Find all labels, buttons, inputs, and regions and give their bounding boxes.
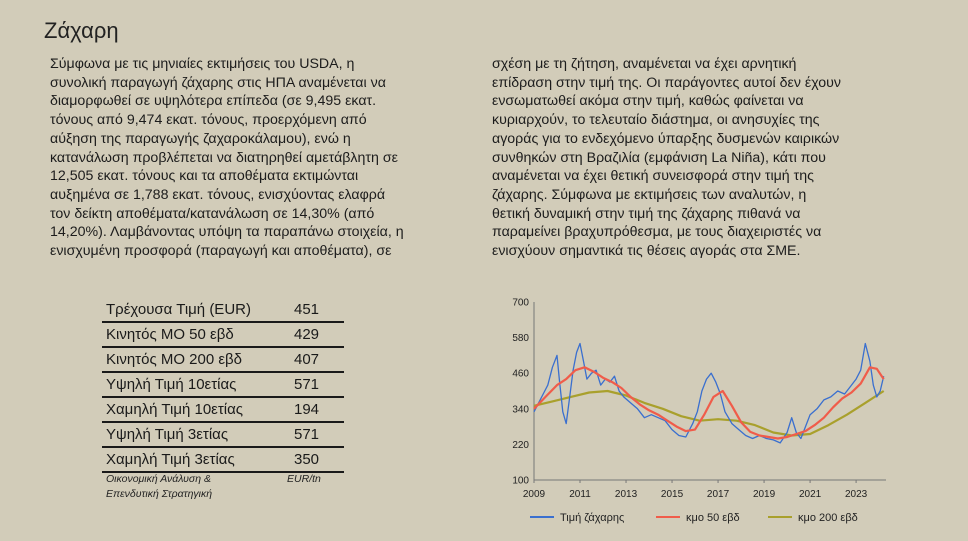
stats-row: Υψηλή Τιμή 3ετίας 571: [102, 422, 344, 448]
series-line: [533, 342, 885, 444]
y-tick-label: 100: [512, 476, 529, 487]
text-column-right: σχέση με τη ζήτηση, αναμένεται να έχει α…: [492, 55, 912, 261]
stats-row: Κινητός ΜΟ 50 εβδ 429: [102, 322, 344, 348]
legend-swatch: [530, 516, 554, 519]
legend-label: Τιμή ζάχαρης: [560, 512, 625, 524]
paragraph-line: τόνους από 9,474 εκατ. τόνους, προερχόμε…: [50, 112, 367, 129]
y-tick-label: 460: [512, 369, 529, 380]
y-tick-label: 580: [512, 333, 529, 344]
x-tick-label: 2023: [845, 489, 868, 500]
paragraph-line: ενισχύουν σημαντικά τις θέσεις αγοράς στ…: [492, 243, 801, 260]
x-tick-label: 2019: [753, 489, 776, 500]
stats-value: 429: [288, 322, 344, 348]
paragraph-line: ενισχυμένη προσφορά (παραγωγή και αποθέμ…: [50, 243, 392, 260]
x-tick-label: 2017: [707, 489, 730, 500]
x-tick-label: 2011: [569, 489, 591, 500]
stats-label: Κινητός ΜΟ 50 εβδ: [102, 322, 288, 348]
paragraph-line: σχέση με τη ζήτηση, αναμένεται να έχει α…: [492, 56, 797, 72]
legend-item: Τιμή ζάχαρης: [530, 512, 624, 524]
paragraph-line: αύξηση της παραγωγής ζαχαροκάλαμου), ενώ…: [50, 130, 351, 147]
stats-row: Κινητός ΜΟ 200 εβδ 407: [102, 347, 344, 373]
legend-label: κμο 50 εβδ: [686, 512, 740, 524]
series-line: [533, 389, 885, 437]
paragraph-line: τον δείκτη αποθέματα/κατανάλωση σε 14,30…: [50, 205, 375, 222]
paragraph-line: 12,505 εκατ. τόνους και τα αποθέματα εκτ…: [50, 168, 359, 185]
paragraph-line: παραμείνει βραχυπρόθεσμα, με τους διαχει…: [492, 224, 822, 241]
stats-label: Τρέχουσα Τιμή (EUR): [102, 298, 288, 323]
stats-row: Χαμηλή Τιμή 10ετίας 194: [102, 397, 344, 423]
unit-note: EUR/tn: [287, 473, 321, 485]
stats-value: 194: [288, 397, 344, 423]
source-note-line: Επενδυτική Στρατηγική: [106, 488, 213, 500]
legend-label: κμο 200 εβδ: [798, 512, 858, 524]
stats-label: Κινητός ΜΟ 200 εβδ: [102, 347, 288, 373]
paragraph-line: κατανάλωση προβλέπεται να διατηρηθεί αμε…: [50, 149, 398, 166]
paragraph-line: συνθηκών στη Βραζιλία (εμφάνιση La Niña)…: [492, 149, 826, 166]
y-tick-label: 220: [512, 440, 529, 451]
page-title: Ζάχαρη: [44, 18, 119, 43]
legend-item: κμο 200 εβδ: [768, 512, 858, 524]
stats-label: Υψηλή Τιμή 10ετίας: [102, 372, 288, 398]
y-tick-label: 700: [512, 298, 529, 309]
stats-row: Υψηλή Τιμή 10ετίας 571: [102, 372, 344, 398]
paragraph-line: Σύμφωνα με τις μηνιαίες εκτιμήσεις του U…: [50, 56, 355, 72]
paragraph-line: ζάχαρης. Σύμφωνα με εκτιμήσεις των αναλυ…: [492, 186, 807, 203]
series-line: [533, 366, 885, 440]
x-tick-label: 2013: [615, 489, 638, 500]
paragraph-line: θετική δυναμική στην τιμή της ζάχαρης πι…: [492, 205, 801, 222]
stats-label: Χαμηλή Τιμή 3ετίας: [102, 447, 288, 473]
stats-row: Χαμηλή Τιμή 3ετίας 350: [102, 447, 344, 473]
x-tick-label: 2009: [523, 489, 546, 500]
paragraph-line: αυξημένα σε 1,788 εκατ. τόνους, ενισχύον…: [50, 186, 386, 203]
paragraph-line: αγοράς για το ενδεχόμενο ύπαρξης δυσμενώ…: [492, 130, 840, 147]
paragraph-line: κυριαρχούν, το τελευταίο διάστημα, οι αν…: [492, 112, 820, 129]
legend-item: κμο 50 εβδ: [656, 512, 740, 524]
text-column-left: Σύμφωνα με τις μηνιαίες εκτιμήσεις του U…: [50, 55, 470, 261]
stats-value: 571: [288, 422, 344, 448]
paragraph-line: διαμορφωθεί σε υψηλότερα επίπεδα (σε 9,4…: [50, 93, 377, 110]
stats-value: 451: [288, 298, 344, 323]
paragraph-line: 14,20%). Λαμβάνοντας υπόψη τα παραπάνω σ…: [50, 224, 404, 241]
price-chart: 100 220 340 460 580 700 2009 2011 2013 2015 2017 20…: [512, 298, 886, 500]
source-note-line: Οικονομική Ανάλυση &: [106, 473, 211, 485]
stats-value: 350: [288, 447, 344, 473]
paragraph-line: ενσωματωθεί ακόμα στην τιμή, καθώς φαίνε…: [492, 93, 804, 110]
x-tick-label: 2015: [661, 489, 684, 500]
stats-label: Χαμηλή Τιμή 10ετίας: [102, 397, 288, 423]
legend-swatch: [768, 516, 792, 519]
paragraph-line: επίδραση στην τιμή της. Οι παράγοντες αυ…: [492, 74, 842, 91]
stats-row: Τρέχουσα Τιμή (EUR) 451: [102, 298, 344, 323]
stats-label: Υψηλή Τιμή 3ετίας: [102, 422, 288, 448]
legend-swatch: [656, 516, 680, 519]
paragraph-line: αναμένεται να έχει θετική συνεισφορά στη…: [492, 168, 814, 185]
x-tick-label: 2021: [799, 489, 822, 500]
source-note: Οικονομική Ανάλυση & Επενδυτική Στρατηγι…: [106, 472, 212, 502]
stats-table: Τρέχουσα Τιμή (EUR) 451 Κινητός ΜΟ 50 εβδ 4…: [102, 298, 344, 473]
stats-value: 571: [288, 372, 344, 398]
y-tick-label: 340: [512, 404, 529, 415]
paragraph-line: συνολική παραγωγή ζάχαρης στις ΗΠΑ αναμέ…: [50, 74, 386, 91]
stats-value: 407: [288, 347, 344, 373]
